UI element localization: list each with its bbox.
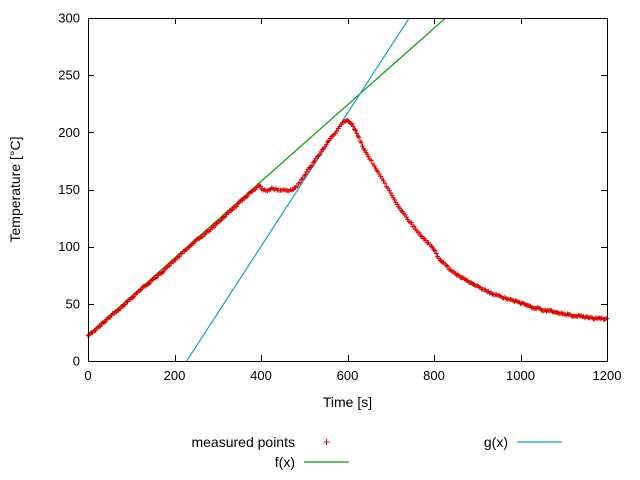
x-axis-label: Time [s] [323,394,372,410]
x-tick-label: 0 [84,368,91,383]
g-line [185,18,410,361]
legend-label: measured points [191,434,295,450]
legend-label: g(x) [484,434,508,450]
y-tick-label: 50 [66,296,80,311]
y-tick-label: 200 [58,125,80,140]
x-tick-label: 600 [337,368,359,383]
legend-entry-measured-points: measured points [191,434,330,450]
f-line [88,18,447,336]
y-tick-label: 300 [58,11,80,26]
legend-entry-f: f(x) [275,454,349,470]
y-tick-label: 250 [58,68,80,83]
y-tick-label: 100 [58,239,80,254]
plot-border [88,18,608,362]
legend-entry-g: g(x) [484,434,562,450]
x-tick-label: 200 [164,368,186,383]
x-tick-label: 800 [423,368,445,383]
measured-points-series [85,117,610,338]
legend: measured points f(x) g(x) [191,434,562,470]
y-tick-label: 0 [73,354,80,369]
tick-marks [88,18,608,362]
y-axis-label: Temperature [°C] [7,137,23,243]
y-tick-label: 150 [58,182,80,197]
x-tick-label: 1000 [506,368,535,383]
x-tick-label: 1200 [593,368,622,383]
legend-label: f(x) [275,454,295,470]
x-tick-label: 400 [250,368,272,383]
legend-plus-sample [323,439,330,445]
